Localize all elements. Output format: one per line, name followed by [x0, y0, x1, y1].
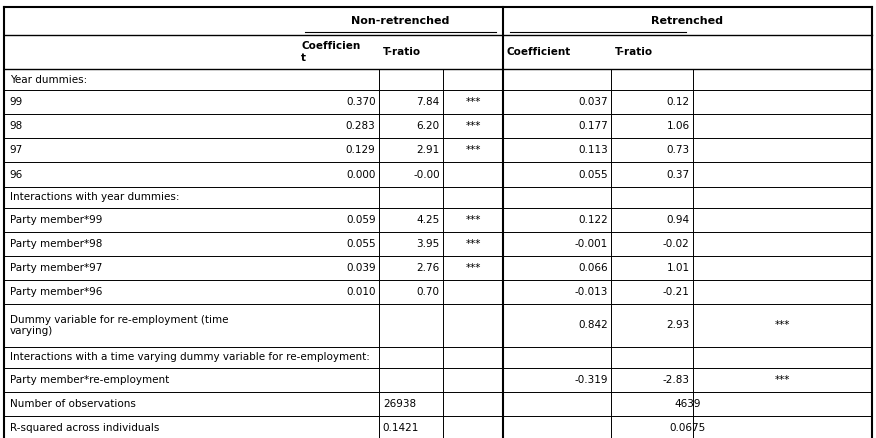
Text: 2.91: 2.91 [416, 145, 440, 155]
Text: Party member*96: Party member*96 [10, 287, 102, 297]
Text: Coefficient: Coefficient [506, 47, 571, 57]
Text: -2.83: -2.83 [662, 375, 689, 385]
Text: 96: 96 [10, 170, 23, 180]
Text: 0.066: 0.066 [578, 263, 608, 273]
Text: -0.001: -0.001 [575, 239, 608, 249]
Text: 0.283: 0.283 [346, 121, 376, 131]
Text: 98: 98 [10, 121, 23, 131]
Text: 0.70: 0.70 [417, 287, 440, 297]
Text: 3.95: 3.95 [416, 239, 440, 249]
Text: Interactions with year dummies:: Interactions with year dummies: [10, 192, 179, 202]
Text: 0.113: 0.113 [578, 145, 608, 155]
Text: 2.93: 2.93 [667, 321, 689, 330]
Text: 0.1421: 0.1421 [382, 423, 419, 433]
Text: ***: *** [465, 263, 481, 273]
Text: R-squared across individuals: R-squared across individuals [10, 423, 159, 433]
Text: 0.129: 0.129 [346, 145, 376, 155]
Text: 97: 97 [10, 145, 23, 155]
Text: 0.039: 0.039 [346, 263, 376, 273]
Text: Retrenched: Retrenched [652, 16, 724, 26]
Text: 99: 99 [10, 97, 23, 107]
Text: 1.01: 1.01 [667, 263, 689, 273]
Text: ***: *** [465, 239, 481, 249]
Text: 0.055: 0.055 [578, 170, 608, 180]
Text: 2.76: 2.76 [416, 263, 440, 273]
Text: 26938: 26938 [384, 399, 417, 409]
Text: ***: *** [774, 321, 790, 330]
Text: -0.02: -0.02 [663, 239, 689, 249]
Text: 4.25: 4.25 [416, 215, 440, 225]
Text: 0.37: 0.37 [667, 170, 689, 180]
Text: 4639: 4639 [674, 399, 701, 409]
Text: 0.94: 0.94 [667, 215, 689, 225]
Text: 0.12: 0.12 [667, 97, 689, 107]
Text: T-ratio: T-ratio [383, 47, 420, 57]
Text: 0.010: 0.010 [346, 287, 376, 297]
Text: Year dummies:: Year dummies: [10, 75, 87, 85]
Text: 0.122: 0.122 [578, 215, 608, 225]
Text: 0.177: 0.177 [578, 121, 608, 131]
Text: -0.319: -0.319 [575, 375, 608, 385]
Text: 0.059: 0.059 [346, 215, 376, 225]
Text: Interactions with a time varying dummy variable for re-employment:: Interactions with a time varying dummy v… [10, 353, 370, 362]
Text: 0.000: 0.000 [346, 170, 376, 180]
Text: -0.00: -0.00 [413, 170, 440, 180]
Text: 0.055: 0.055 [346, 239, 376, 249]
Text: Number of observations: Number of observations [10, 399, 136, 409]
Text: 0.370: 0.370 [346, 97, 376, 107]
Text: ***: *** [774, 375, 790, 385]
Text: 7.84: 7.84 [416, 97, 440, 107]
Text: ***: *** [465, 215, 481, 225]
Text: Non-retrenched: Non-retrenched [351, 16, 449, 26]
Text: 0.73: 0.73 [667, 145, 689, 155]
Text: -0.013: -0.013 [575, 287, 608, 297]
Text: Party member*98: Party member*98 [10, 239, 102, 249]
Text: 1.06: 1.06 [667, 121, 689, 131]
Text: ***: *** [465, 97, 481, 107]
Text: 0.0675: 0.0675 [669, 423, 705, 433]
Text: Dummy variable for re-employment (time
varying): Dummy variable for re-employment (time v… [10, 314, 228, 336]
Text: ***: *** [465, 145, 481, 155]
Text: T-ratio: T-ratio [615, 47, 653, 57]
Text: Party member*97: Party member*97 [10, 263, 102, 273]
Text: ***: *** [465, 121, 481, 131]
Text: 0.842: 0.842 [578, 321, 608, 330]
Text: Party member*re-employment: Party member*re-employment [10, 375, 169, 385]
Text: Coefficien
t: Coefficien t [301, 41, 360, 63]
Text: Party member*99: Party member*99 [10, 215, 102, 225]
Text: 0.037: 0.037 [578, 97, 608, 107]
Text: 6.20: 6.20 [417, 121, 440, 131]
Text: -0.21: -0.21 [662, 287, 689, 297]
